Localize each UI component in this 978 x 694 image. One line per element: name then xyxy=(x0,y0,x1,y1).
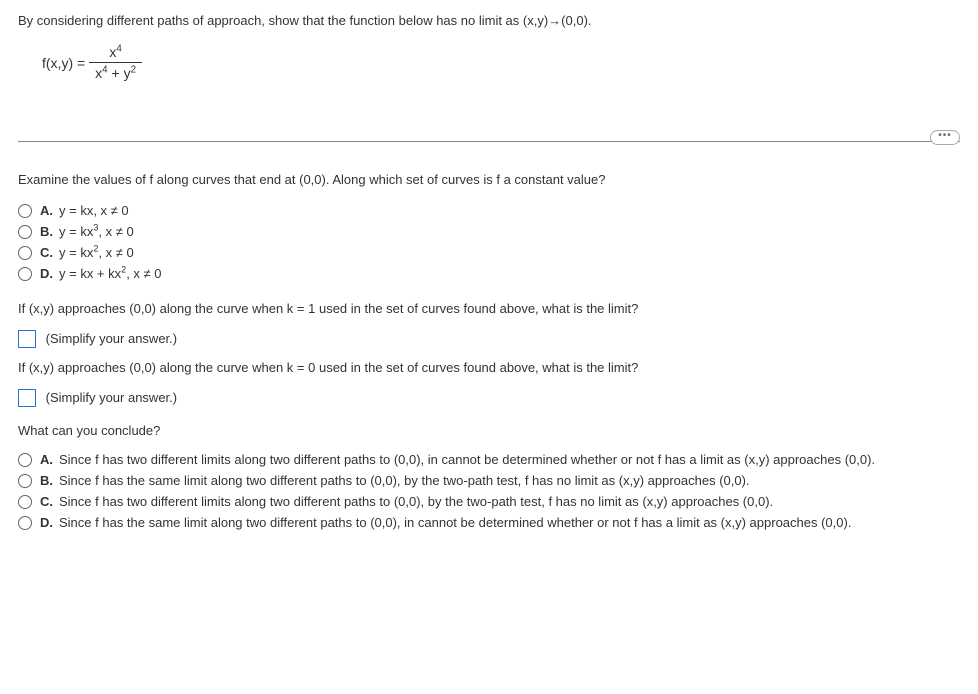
q2-label-c: C. xyxy=(40,494,53,509)
q2-label-a: A. xyxy=(40,452,53,467)
formula: f(x,y) = x4 x4 + y2 xyxy=(42,44,960,81)
q1-choice-a[interactable]: A. y = kx, x ≠ 0 xyxy=(18,203,960,218)
q1-choices: A. y = kx, x ≠ 0 B. y = kx3, x ≠ 0 C. y … xyxy=(18,203,960,281)
q1-text-a: y = kx, x ≠ 0 xyxy=(59,203,129,218)
q1-d-pre: y = kx + kx xyxy=(59,266,121,281)
formula-numerator: x4 xyxy=(89,44,142,63)
q1-b-pre: y = kx xyxy=(59,224,93,239)
section-divider xyxy=(18,141,960,142)
q1-choice-c[interactable]: C. y = kx2, x ≠ 0 xyxy=(18,245,960,260)
formula-lhs: f(x,y) = xyxy=(42,55,85,71)
question-intro: By considering different paths of approa… xyxy=(18,12,960,30)
q2-radio-a[interactable] xyxy=(18,453,32,467)
subq2-text: If (x,y) approaches (0,0) along the curv… xyxy=(18,358,960,378)
q2-text-c: Since f has two different limits along t… xyxy=(59,494,773,509)
q2-prompt: What can you conclude? xyxy=(18,423,960,438)
q1-label-d: D. xyxy=(40,266,53,281)
subq2-hint: (Simplify your answer.) xyxy=(46,390,177,405)
q1-c-pre: y = kx xyxy=(59,245,93,260)
q2-text-d: Since f has the same limit along two dif… xyxy=(59,515,851,530)
q2-radio-d[interactable] xyxy=(18,516,32,530)
q1-radio-d[interactable] xyxy=(18,267,32,281)
q1-label-b: B. xyxy=(40,224,53,239)
q2-radio-b[interactable] xyxy=(18,474,32,488)
q1-text-c: y = kx2, x ≠ 0 xyxy=(59,245,134,260)
subq1-text: If (x,y) approaches (0,0) along the curv… xyxy=(18,299,960,319)
q1-radio-b[interactable] xyxy=(18,225,32,239)
q2-radio-c[interactable] xyxy=(18,495,32,509)
more-options-button[interactable]: ••• xyxy=(930,130,960,145)
subq2-answer-row: (Simplify your answer.) xyxy=(18,388,960,408)
q1-radio-c[interactable] xyxy=(18,246,32,260)
q1-prompt: Examine the values of f along curves tha… xyxy=(18,172,960,187)
q1-c-post: , x ≠ 0 xyxy=(98,245,133,260)
q1-label-a: A. xyxy=(40,203,53,218)
q1-radio-a[interactable] xyxy=(18,204,32,218)
q2-text-a: Since f has two different limits along t… xyxy=(59,452,875,467)
q2-choice-a[interactable]: A. Since f has two different limits alon… xyxy=(18,452,960,467)
subq1-hint: (Simplify your answer.) xyxy=(46,331,177,346)
subq1-answer-input[interactable] xyxy=(18,330,36,348)
formula-denominator: x4 + y2 xyxy=(89,63,142,81)
den-b: y xyxy=(124,65,131,81)
q1-choice-d[interactable]: D. y = kx + kx2, x ≠ 0 xyxy=(18,266,960,281)
num-exp: 4 xyxy=(116,44,121,55)
q2-label-b: B. xyxy=(40,473,53,488)
den-b-exp: 2 xyxy=(131,65,136,76)
q1-choice-b[interactable]: B. y = kx3, x ≠ 0 xyxy=(18,224,960,239)
q2-text-b: Since f has the same limit along two dif… xyxy=(59,473,750,488)
subq1-answer-row: (Simplify your answer.) xyxy=(18,329,960,349)
q2-label-d: D. xyxy=(40,515,53,530)
q2-choice-c[interactable]: C. Since f has two different limits alon… xyxy=(18,494,960,509)
q1-label-c: C. xyxy=(40,245,53,260)
subq2-answer-input[interactable] xyxy=(18,389,36,407)
q1-text-d: y = kx + kx2, x ≠ 0 xyxy=(59,266,162,281)
q1-text-b: y = kx3, x ≠ 0 xyxy=(59,224,134,239)
formula-fraction: x4 x4 + y2 xyxy=(89,44,142,81)
q1-b-post: , x ≠ 0 xyxy=(98,224,133,239)
den-plus: + xyxy=(108,65,124,81)
q1-d-post: , x ≠ 0 xyxy=(126,266,161,281)
q2-choices: A. Since f has two different limits alon… xyxy=(18,452,960,530)
q2-choice-d[interactable]: D. Since f has the same limit along two … xyxy=(18,515,960,530)
q2-choice-b[interactable]: B. Since f has the same limit along two … xyxy=(18,473,960,488)
